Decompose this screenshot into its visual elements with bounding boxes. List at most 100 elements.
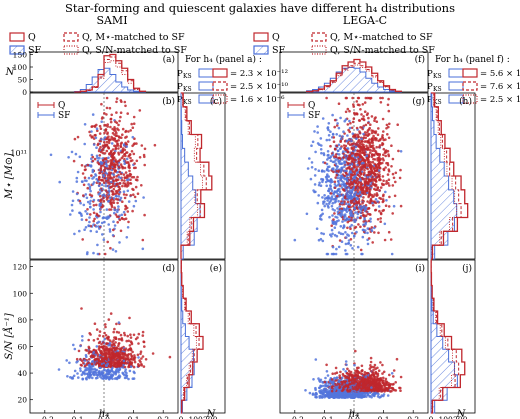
point-q xyxy=(372,138,375,142)
point-sf xyxy=(334,162,338,166)
point-sf xyxy=(122,359,126,363)
point-q xyxy=(117,344,120,348)
point-sf xyxy=(123,162,126,165)
point-q xyxy=(364,123,368,127)
point-q xyxy=(382,208,386,212)
point-sf xyxy=(108,370,111,373)
point-q xyxy=(381,194,385,198)
point-q xyxy=(92,219,95,223)
point-q xyxy=(117,165,121,169)
point-sf xyxy=(88,202,92,205)
point-sf xyxy=(346,134,349,137)
point-sf xyxy=(127,377,130,381)
point-sf xyxy=(88,367,91,371)
point-q xyxy=(360,113,363,116)
point-q xyxy=(387,109,391,113)
point-sf xyxy=(105,376,109,380)
point-sf xyxy=(141,247,145,251)
point-sf xyxy=(323,197,327,200)
point-sf xyxy=(340,166,343,170)
point-q xyxy=(134,166,137,170)
point-q xyxy=(387,97,390,101)
point-sf xyxy=(124,368,127,371)
point-q xyxy=(118,136,121,139)
point-sf xyxy=(360,396,363,399)
point-q xyxy=(110,205,114,209)
tick-h4: 0.1 xyxy=(378,415,390,419)
point-q xyxy=(109,186,112,189)
point-sf xyxy=(88,376,91,380)
point-q xyxy=(117,188,120,192)
point-q xyxy=(85,218,88,222)
point-sf xyxy=(345,174,349,178)
point-q xyxy=(360,126,364,129)
point-sf xyxy=(343,160,347,164)
pks-swatch-sf xyxy=(448,81,464,91)
point-q xyxy=(338,239,342,242)
point-q xyxy=(104,325,107,329)
point-sf xyxy=(341,197,344,201)
point-sf xyxy=(336,391,340,395)
point-q xyxy=(108,339,112,343)
point-q xyxy=(331,372,335,376)
point-q xyxy=(97,358,100,361)
point-q xyxy=(111,154,115,157)
point-sf xyxy=(119,198,122,202)
scatter-legend-q: Q xyxy=(308,101,315,111)
point-sf xyxy=(323,200,326,203)
pks-label: P xyxy=(177,69,183,79)
point-sf xyxy=(70,150,74,154)
point-sf xyxy=(96,180,100,183)
point-sf xyxy=(360,137,363,141)
point-q xyxy=(382,168,386,172)
point-q xyxy=(346,200,350,204)
point-q xyxy=(363,387,367,390)
point-sf xyxy=(83,359,87,362)
point-sf xyxy=(117,321,121,324)
point-q xyxy=(111,340,114,344)
point-sf xyxy=(344,249,347,252)
point-sf xyxy=(128,369,132,373)
point-sf xyxy=(87,183,90,186)
point-q xyxy=(92,211,96,215)
point-q xyxy=(111,148,115,151)
point-q xyxy=(363,151,367,154)
point-sf xyxy=(131,135,135,139)
point-q xyxy=(102,345,105,348)
point-sf xyxy=(352,234,356,238)
point-q xyxy=(367,153,371,157)
point-q xyxy=(343,200,346,203)
point-sf xyxy=(75,180,79,183)
legend-swatch xyxy=(63,32,79,42)
point-sf xyxy=(346,198,350,201)
point-sf xyxy=(111,373,115,377)
point-q xyxy=(398,176,402,180)
point-sf xyxy=(320,232,323,235)
point-q xyxy=(390,144,393,147)
scatter-points xyxy=(304,349,403,400)
point-q xyxy=(116,178,120,181)
point-sf xyxy=(314,168,317,171)
point-sf xyxy=(126,189,130,193)
point-q xyxy=(347,142,350,145)
point-q xyxy=(98,340,102,344)
point-q xyxy=(392,375,395,378)
point-sf xyxy=(57,368,61,371)
point-q xyxy=(379,220,383,223)
point-q xyxy=(378,153,381,157)
point-q xyxy=(395,357,399,361)
point-q xyxy=(368,367,372,371)
point-sf xyxy=(377,169,381,172)
point-q xyxy=(110,189,113,193)
point-q xyxy=(329,192,333,195)
pks-label-sub: KS xyxy=(183,73,192,80)
point-sf xyxy=(101,194,104,197)
point-q xyxy=(339,370,342,374)
point-q xyxy=(121,356,124,360)
point-q xyxy=(124,182,127,185)
point-q xyxy=(123,333,127,337)
point-sf xyxy=(312,189,315,192)
tick-h4: −0.1 xyxy=(65,415,83,419)
point-q xyxy=(391,172,395,176)
point-sf xyxy=(314,386,317,390)
